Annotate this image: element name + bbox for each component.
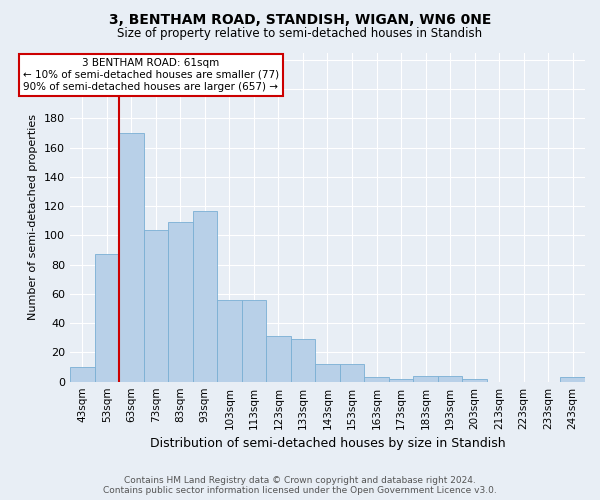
Text: 3, BENTHAM ROAD, STANDISH, WIGAN, WN6 0NE: 3, BENTHAM ROAD, STANDISH, WIGAN, WN6 0N…	[109, 12, 491, 26]
Bar	[364, 378, 389, 382]
Bar	[266, 336, 291, 382]
Text: 3 BENTHAM ROAD: 61sqm
← 10% of semi-detached houses are smaller (77)
90% of semi: 3 BENTHAM ROAD: 61sqm ← 10% of semi-deta…	[23, 58, 279, 92]
Text: Size of property relative to semi-detached houses in Standish: Size of property relative to semi-detach…	[118, 28, 482, 40]
Bar	[315, 364, 340, 382]
Bar	[143, 230, 168, 382]
Bar	[95, 254, 119, 382]
Bar	[70, 367, 95, 382]
Bar	[217, 300, 242, 382]
X-axis label: Distribution of semi-detached houses by size in Standish: Distribution of semi-detached houses by …	[149, 437, 505, 450]
Bar	[119, 133, 143, 382]
Bar	[168, 222, 193, 382]
Bar	[413, 376, 438, 382]
Bar	[291, 340, 315, 382]
Text: Contains HM Land Registry data © Crown copyright and database right 2024.
Contai: Contains HM Land Registry data © Crown c…	[103, 476, 497, 495]
Bar	[340, 364, 364, 382]
Bar	[193, 210, 217, 382]
Bar	[463, 379, 487, 382]
Y-axis label: Number of semi-detached properties: Number of semi-detached properties	[28, 114, 38, 320]
Bar	[560, 378, 585, 382]
Bar	[389, 379, 413, 382]
Bar	[438, 376, 463, 382]
Bar	[242, 300, 266, 382]
